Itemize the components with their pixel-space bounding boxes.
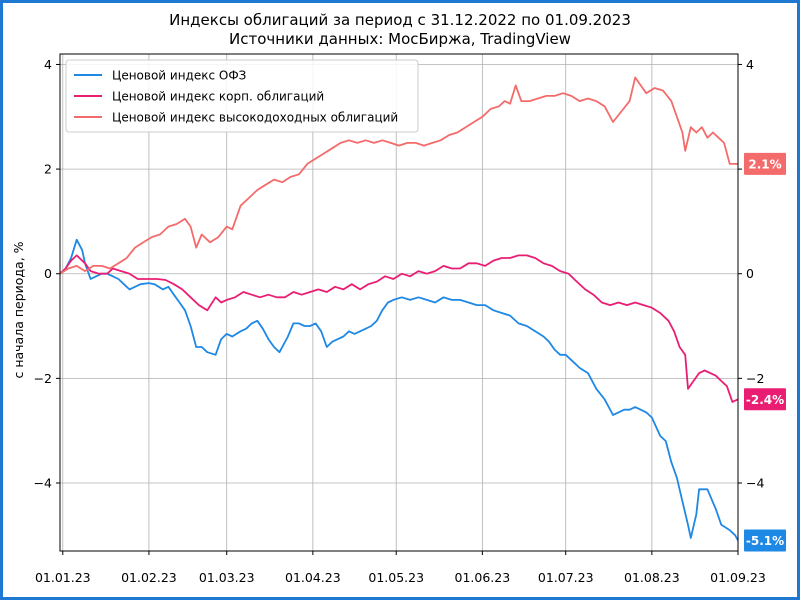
legend-entry-label: Ценовой индекс корп. облигаций xyxy=(112,90,324,104)
series-lines xyxy=(59,76,739,541)
y-tick-label-left: −4 xyxy=(34,475,52,490)
y-tick-label-right: 4 xyxy=(746,57,754,72)
x-tick-label: 01.09.23 xyxy=(710,570,766,585)
end-labels: -5.1% -2.4% 2.1% xyxy=(744,152,786,552)
x-tick-label: 01.07.23 xyxy=(538,570,594,585)
chart-svg: Индексы облигаций за период с 31.12.2022… xyxy=(11,11,786,585)
y-tick-label-left: −2 xyxy=(34,371,52,386)
x-tick-label: 01.08.23 xyxy=(624,570,680,585)
y-tick-label-right: 0 xyxy=(746,266,754,281)
legend-entry-label: Ценовой индекс высокодоходных облигаций xyxy=(112,111,398,125)
y-tick-label-right: −4 xyxy=(746,475,764,490)
end-label-text: 2.1% xyxy=(748,157,781,171)
y-tick-label-left: 2 xyxy=(44,162,52,177)
end-label-text: -2.4% xyxy=(746,393,784,407)
end-label-text: -5.1% xyxy=(746,534,784,548)
axis-ticks: 01.01.23 01.02.23 01.03.23 01.04.23 01.05.23… xyxy=(34,57,766,585)
legend-box xyxy=(65,59,419,133)
series-line-corp xyxy=(59,254,739,403)
end-label-badge xyxy=(744,529,786,552)
y-tick-label-left: 4 xyxy=(44,57,52,72)
chart-title-line-2: Источники данных: МосБиржа, TradingView xyxy=(229,30,571,48)
x-tick-label: 01.01.23 xyxy=(35,570,91,585)
y-axis-label: с начала периода, % xyxy=(11,241,26,378)
y-tick-label-left: 0 xyxy=(44,266,52,281)
x-tick-label: 01.03.23 xyxy=(199,570,255,585)
legend-entry-label: Ценовой индекс ОФЗ xyxy=(112,69,246,83)
x-tick-label: 01.06.23 xyxy=(455,570,511,585)
legend: Ценовой индекс ОФЗ Ценовой индекс корп. о… xyxy=(65,59,419,133)
x-tick-label: 01.04.23 xyxy=(285,570,341,585)
chart-title-line-1: Индексы облигаций за период с 31.12.2022… xyxy=(169,11,631,29)
series-line-highyield xyxy=(59,76,738,275)
x-tick-label: 01.05.23 xyxy=(368,570,424,585)
x-tick-label: 01.02.23 xyxy=(121,570,177,585)
end-label-badge xyxy=(744,388,786,411)
plot-area-border xyxy=(59,53,739,552)
end-label-badge xyxy=(744,152,786,175)
series-line-ofz xyxy=(59,238,739,541)
y-tick-label-right: −2 xyxy=(746,371,764,386)
